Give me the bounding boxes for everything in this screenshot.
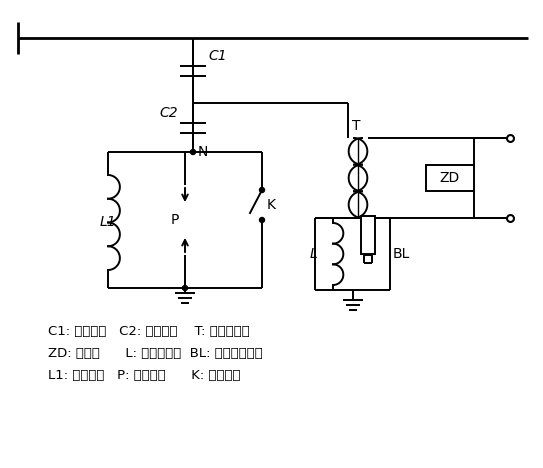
Circle shape [182,285,187,291]
Text: ZD: ZD [440,171,460,185]
Text: P: P [171,213,179,227]
Text: K: K [267,198,276,212]
Text: N: N [198,145,209,159]
Circle shape [260,218,264,222]
Bar [361,216,375,254]
Bar [426,165,474,191]
Circle shape [260,188,264,192]
Text: T: T [352,119,360,133]
Circle shape [191,149,195,154]
Text: L1: L1 [99,215,116,229]
Text: C2: C2 [160,106,178,120]
Text: BL: BL [393,247,411,261]
Text: C1: C1 [208,50,226,64]
Text: L: L [310,247,317,261]
Text: L1: 排流线圈   P: 保护间隙      K: 接地刀闸: L1: 排流线圈 P: 保护间隙 K: 接地刀闸 [48,369,241,382]
Text: ZD: 阻尼器      L: 补偿电抗器  BL: 氧化锤避雷器: ZD: 阻尼器 L: 补偿电抗器 BL: 氧化锤避雷器 [48,347,263,360]
Text: C1: 高压电容   C2: 中压电容    T: 中间变压器: C1: 高压电容 C2: 中压电容 T: 中间变压器 [48,325,250,338]
